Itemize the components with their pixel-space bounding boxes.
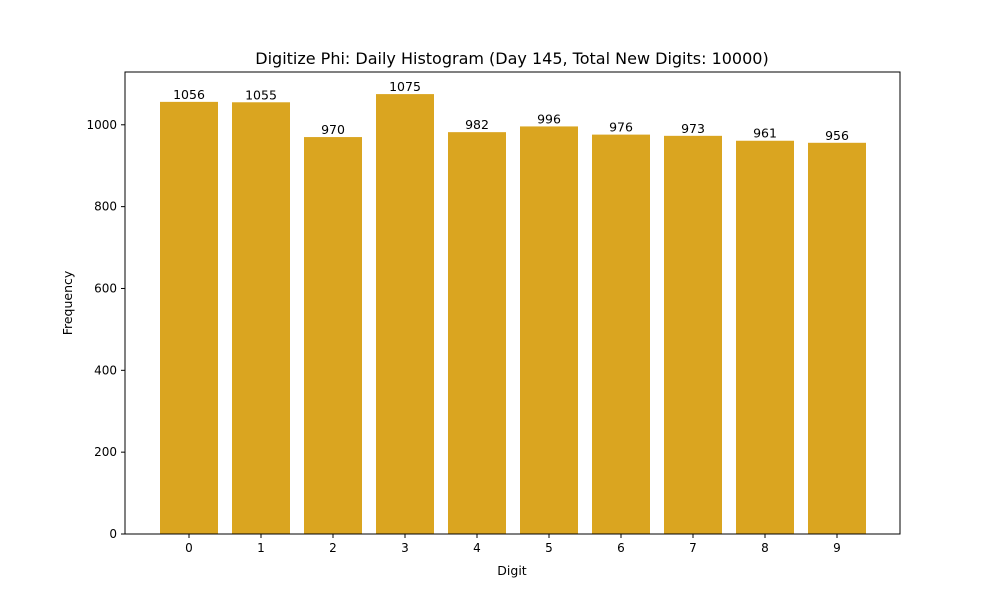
y-tick-label: 400 bbox=[94, 363, 117, 377]
y-tick-label: 600 bbox=[94, 281, 117, 295]
bar-digit-1 bbox=[232, 102, 290, 534]
bar-value-label: 982 bbox=[465, 117, 489, 132]
x-tick-label: 0 bbox=[185, 541, 193, 555]
x-tick-label: 2 bbox=[329, 541, 337, 555]
x-tick-label: 6 bbox=[617, 541, 625, 555]
y-tick-label: 200 bbox=[94, 445, 117, 459]
x-tick-label: 5 bbox=[545, 541, 553, 555]
x-axis-label: Digit bbox=[497, 563, 527, 578]
x-tick-label: 7 bbox=[689, 541, 697, 555]
bar-digit-7 bbox=[664, 135, 722, 534]
bar-digit-5 bbox=[520, 126, 578, 534]
bar-digit-4 bbox=[448, 132, 506, 534]
x-tick-label: 8 bbox=[761, 541, 769, 555]
bar-value-label: 1075 bbox=[389, 79, 421, 94]
bar-value-label: 961 bbox=[753, 126, 777, 141]
bar-value-label: 973 bbox=[681, 121, 705, 136]
x-tick-label: 4 bbox=[473, 541, 481, 555]
y-tick-label: 1000 bbox=[86, 118, 117, 132]
y-axis-label: Frequency bbox=[60, 270, 75, 335]
y-axis-ticks: 0 200 400 600 800 1000 bbox=[86, 118, 125, 541]
y-tick-label: 0 bbox=[109, 527, 117, 541]
bar-digit-3 bbox=[376, 94, 434, 534]
x-tick-label: 9 bbox=[833, 541, 841, 555]
bars bbox=[160, 94, 866, 535]
bar-value-label: 996 bbox=[537, 111, 561, 126]
plot-area-frame bbox=[124, 71, 901, 535]
bar-value-label: 956 bbox=[825, 128, 849, 143]
bar-value-label: 1055 bbox=[245, 87, 277, 102]
chart-title: Digitize Phi: Daily Histogram (Day 145, … bbox=[255, 49, 768, 68]
bar-digit-0 bbox=[160, 101, 218, 535]
y-tick-label: 800 bbox=[94, 200, 117, 214]
bar-digit-9 bbox=[808, 142, 866, 534]
x-tick-label: 3 bbox=[401, 541, 409, 555]
x-axis-ticks: 0 1 2 3 4 5 6 7 8 9 bbox=[185, 534, 841, 555]
bar-digit-6 bbox=[592, 134, 650, 535]
x-tick-label: 1 bbox=[257, 541, 265, 555]
bar-value-label: 970 bbox=[321, 122, 345, 137]
bar-digit-2 bbox=[304, 137, 362, 535]
bar-digit-8 bbox=[736, 140, 794, 534]
bar-value-label: 976 bbox=[609, 120, 633, 135]
bar-value-labels: 1056 1055 970 1075 982 996 976 973 961 956 bbox=[173, 79, 849, 143]
bar-value-label: 1056 bbox=[173, 87, 205, 102]
